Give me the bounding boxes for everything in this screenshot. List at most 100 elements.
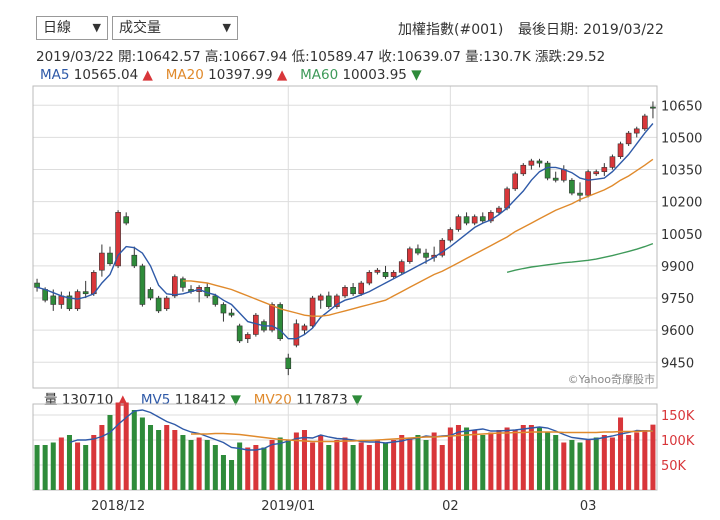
volume-bar bbox=[301, 430, 307, 490]
candle-body bbox=[650, 106, 656, 109]
candle-body bbox=[58, 295, 65, 305]
y-tick-label: 9450 bbox=[661, 356, 694, 371]
quote-close: 收:10639.07 bbox=[378, 49, 461, 65]
candle-body bbox=[488, 212, 494, 222]
candles bbox=[34, 101, 656, 376]
candle-body bbox=[66, 295, 73, 310]
y-tick-label: 10050 bbox=[661, 228, 702, 243]
candle-body bbox=[423, 252, 429, 258]
volume-axis: 150K 100K 50K bbox=[661, 409, 695, 474]
volume-bar bbox=[431, 432, 437, 490]
volume-bar bbox=[350, 445, 356, 490]
candle-body bbox=[325, 295, 332, 307]
chevron-down-icon: ▼ bbox=[222, 21, 231, 34]
volume-bars bbox=[34, 402, 656, 490]
candle-body bbox=[633, 128, 640, 134]
ma60-line bbox=[506, 242, 654, 273]
volume-bar bbox=[585, 440, 591, 490]
candle-body bbox=[625, 132, 632, 145]
candle-body bbox=[528, 160, 535, 166]
volume-bar bbox=[342, 437, 348, 490]
candle-body bbox=[342, 287, 348, 297]
candle-body bbox=[617, 143, 624, 157]
volume-bar bbox=[561, 442, 567, 490]
indicator-select-value: 成交量 bbox=[119, 20, 161, 36]
mv20-direction-icon: ▼ bbox=[352, 392, 363, 408]
period-select[interactable]: 日線 ▼ bbox=[36, 16, 108, 40]
candle-body bbox=[552, 177, 559, 181]
candle-body bbox=[398, 261, 405, 273]
y-tick-label: 10650 bbox=[661, 99, 702, 114]
volume-bar bbox=[212, 445, 218, 490]
candle-body bbox=[293, 323, 300, 346]
last-date-label: 最後日期: 2019/03/22 bbox=[518, 22, 664, 38]
candle-body bbox=[560, 169, 567, 181]
ma60-label: MA60 bbox=[300, 67, 339, 83]
candle-body bbox=[301, 325, 308, 331]
volume-bar bbox=[99, 425, 105, 490]
ma-lines bbox=[36, 123, 654, 340]
volume-bar bbox=[472, 430, 478, 490]
volume-bar bbox=[42, 445, 48, 490]
candle-body bbox=[447, 229, 454, 241]
candle-body bbox=[317, 295, 324, 301]
volume-bar bbox=[172, 430, 178, 490]
volume-bar bbox=[334, 440, 340, 490]
volume-bar bbox=[520, 425, 526, 490]
volume-bar bbox=[399, 435, 405, 490]
candle-body bbox=[115, 212, 121, 267]
candle-body bbox=[585, 171, 591, 196]
candle-body bbox=[350, 287, 356, 295]
ma60-direction-icon: ▼ bbox=[411, 67, 422, 83]
candle-body bbox=[569, 179, 575, 194]
candle-body bbox=[42, 289, 48, 301]
candle-body bbox=[496, 207, 502, 213]
volume-bar bbox=[147, 425, 154, 490]
volume-bar bbox=[139, 417, 145, 490]
volume-bar bbox=[115, 402, 121, 490]
volume-bar bbox=[58, 437, 64, 490]
candle-body bbox=[577, 192, 583, 196]
volume-tick-label: 100K bbox=[661, 434, 695, 449]
volume-bar bbox=[618, 417, 624, 490]
y-tick-label: 9900 bbox=[661, 260, 694, 275]
volume-bar bbox=[66, 435, 72, 490]
candle-body bbox=[593, 171, 600, 175]
volume-tick-label: 150K bbox=[661, 409, 695, 424]
quote-change: 漲跌:29.52 bbox=[535, 49, 606, 65]
x-tick-label: 02 bbox=[442, 499, 459, 514]
candle-body bbox=[334, 295, 340, 307]
indicator-select[interactable]: 成交量 ▼ bbox=[112, 16, 238, 40]
ma20-label: MA20 bbox=[165, 67, 204, 83]
volume-bar bbox=[326, 445, 332, 490]
candle-body bbox=[504, 188, 510, 209]
candle-body bbox=[455, 216, 462, 230]
chevron-down-icon: ▼ bbox=[92, 21, 101, 34]
ma20-direction-icon: ▲ bbox=[276, 67, 288, 83]
candle-body bbox=[642, 115, 648, 130]
volume-bar bbox=[34, 445, 40, 490]
candle-body bbox=[172, 276, 178, 297]
candle-body bbox=[220, 304, 227, 314]
candle-body bbox=[236, 325, 243, 342]
volume-bar bbox=[545, 432, 551, 490]
volume-bar bbox=[204, 440, 210, 490]
candle-body bbox=[439, 239, 446, 256]
ma5-direction-icon: ▲ bbox=[142, 67, 153, 83]
volume-bar bbox=[407, 437, 413, 490]
candle-body bbox=[74, 291, 81, 310]
period-select-value: 日線 bbox=[43, 20, 71, 36]
volume-bar bbox=[131, 410, 137, 490]
candle-body bbox=[269, 304, 275, 331]
volume-bar bbox=[447, 427, 453, 490]
volume-bar bbox=[229, 460, 235, 490]
candle-body bbox=[82, 291, 89, 295]
candle-body bbox=[479, 216, 486, 222]
volume-bar bbox=[277, 437, 283, 490]
quote-open: 開:10642.57 bbox=[118, 49, 201, 65]
volume-bar bbox=[536, 427, 543, 490]
candle-body bbox=[463, 216, 470, 224]
volume-bar bbox=[91, 435, 97, 490]
watermark: ©Yahoo奇摩股市 bbox=[568, 372, 655, 386]
candle-body bbox=[228, 312, 235, 316]
